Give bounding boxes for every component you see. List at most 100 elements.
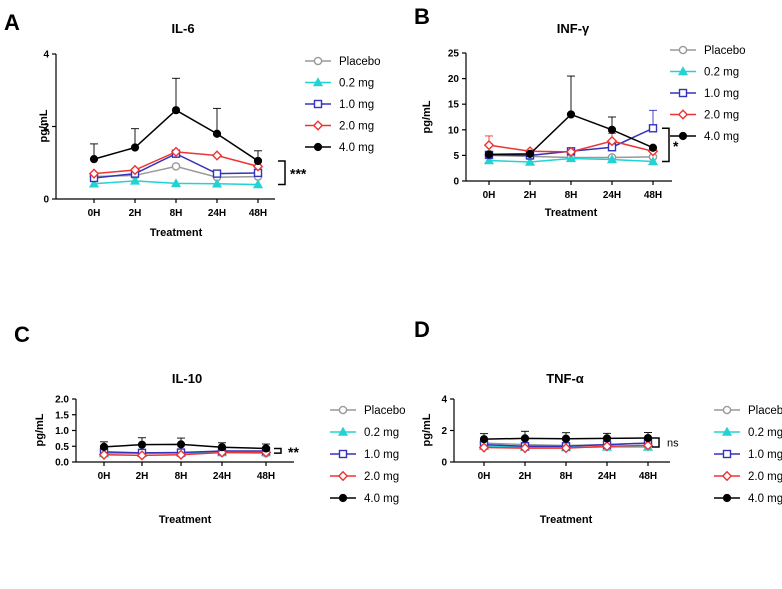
legend-marker	[721, 470, 733, 482]
legend-label: 1.0 mg	[339, 99, 374, 111]
legend-label: 2.0 mg	[339, 121, 374, 133]
data-point	[561, 434, 571, 443]
chart-title: INF-γ	[557, 21, 590, 36]
significance-label: ns	[667, 438, 679, 450]
data-point	[171, 162, 181, 171]
legend-marker	[313, 142, 323, 152]
panel-letter: A	[4, 10, 20, 35]
legend-item: Placebo	[670, 45, 746, 57]
legend-marker	[677, 109, 689, 120]
y-tick-label: 0.0	[55, 458, 69, 469]
data-point	[217, 443, 227, 452]
legend-label: 1.0 mg	[704, 88, 739, 100]
y-tick-label: 0.5	[55, 442, 69, 453]
data-point	[212, 129, 222, 138]
data-point	[129, 164, 141, 176]
y-tick-label: 0	[43, 195, 49, 206]
legend-item: 4.0 mg	[714, 493, 782, 505]
data-point	[130, 143, 140, 152]
legend-marker	[722, 493, 732, 503]
legend-label: 1.0 mg	[748, 449, 782, 461]
data-point	[252, 179, 264, 189]
legend-marker	[338, 493, 348, 503]
x-tick-label: 2H	[136, 471, 149, 482]
legend-item: 2.0 mg	[330, 470, 399, 483]
legend-label: 2.0 mg	[748, 471, 782, 483]
y-tick-label: 1.5	[55, 410, 69, 421]
series-4-0-mg	[479, 430, 653, 444]
x-tick-label: 2H	[129, 208, 142, 219]
data-point	[483, 155, 495, 165]
legend-label: 4.0 mg	[364, 493, 399, 505]
y-tick-label: 5	[453, 151, 459, 162]
y-axis-label: pg/mL	[34, 413, 46, 446]
legend-item: Placebo	[714, 405, 782, 417]
significance-bracket	[662, 127, 670, 163]
y-axis-label: pg/mL	[421, 100, 433, 133]
data-point	[606, 135, 618, 147]
data-point	[566, 110, 576, 119]
legend-marker	[338, 405, 348, 415]
x-tick-label: 0H	[98, 471, 111, 482]
series-0-2-mg	[483, 153, 659, 166]
data-point	[648, 124, 658, 133]
legend: Placebo 0.2 mg 1.0 mg 2.0 mg 4.0 mg	[330, 405, 406, 505]
legend-item: 2.0 mg	[670, 109, 739, 122]
x-tick-label: 0H	[483, 190, 496, 201]
legend-label: 0.2 mg	[704, 67, 739, 79]
legend-item: 0.2 mg	[670, 66, 739, 79]
x-tick-label: 8H	[560, 471, 573, 482]
x-tick-label: 8H	[170, 208, 183, 219]
x-tick-label: 24H	[208, 208, 226, 219]
legend-marker	[678, 45, 688, 55]
data-point	[98, 449, 110, 460]
y-tick-label: 0	[441, 458, 447, 469]
series-2-0-mg	[478, 440, 654, 454]
legend-marker	[721, 426, 733, 436]
data-point	[648, 143, 658, 152]
x-tick-label: 2H	[519, 471, 532, 482]
data-point	[642, 440, 654, 451]
data-point	[171, 106, 181, 115]
legend-marker	[313, 56, 323, 66]
data-point	[525, 149, 535, 158]
legend-label: Placebo	[364, 405, 406, 417]
significance-label: *	[673, 138, 679, 154]
data-point	[484, 150, 494, 159]
series-4-0-mg	[484, 75, 658, 159]
panel-letter: C	[14, 322, 30, 347]
data-point	[212, 169, 222, 178]
legend-marker	[312, 77, 324, 87]
panel-letter: D	[414, 317, 430, 342]
legend-marker	[337, 426, 349, 436]
chart-panel-C: C IL-10 0.0 0.5 1.0 1.5 2.0 0H 2H 8H 24H 48H Treatme…	[14, 322, 406, 526]
y-axis-label: pg/mL	[38, 109, 50, 142]
data-point	[607, 125, 617, 134]
legend-label: 0.2 mg	[364, 427, 399, 439]
legend-label: Placebo	[704, 45, 746, 57]
series-4-0-mg	[89, 77, 263, 166]
legend-marker	[722, 405, 732, 415]
y-tick-label: 25	[448, 49, 460, 60]
y-tick-label: 4	[441, 395, 447, 406]
x-axis-label: Treatment	[159, 514, 212, 526]
legend-item: 2.0 mg	[305, 120, 374, 133]
legend-label: 4.0 mg	[704, 131, 739, 143]
legend-marker	[338, 449, 348, 459]
data-point	[99, 442, 109, 451]
x-tick-label: 48H	[639, 471, 657, 482]
data-point	[253, 156, 263, 166]
x-tick-label: 24H	[213, 471, 231, 482]
chart-title: IL-10	[172, 371, 202, 386]
data-point	[643, 433, 653, 443]
legend-label: Placebo	[748, 405, 782, 417]
legend-label: 4.0 mg	[748, 493, 782, 505]
data-point	[524, 156, 536, 166]
legend-item: 1.0 mg	[670, 88, 739, 100]
y-tick-label: 15	[448, 100, 460, 111]
data-point	[88, 168, 100, 179]
legend: Placebo 0.2 mg 1.0 mg 2.0 mg 4.0 mg	[670, 45, 746, 143]
data-point	[601, 441, 613, 452]
series-0-2-mg	[88, 175, 264, 189]
legend-item: 4.0 mg	[670, 131, 739, 143]
